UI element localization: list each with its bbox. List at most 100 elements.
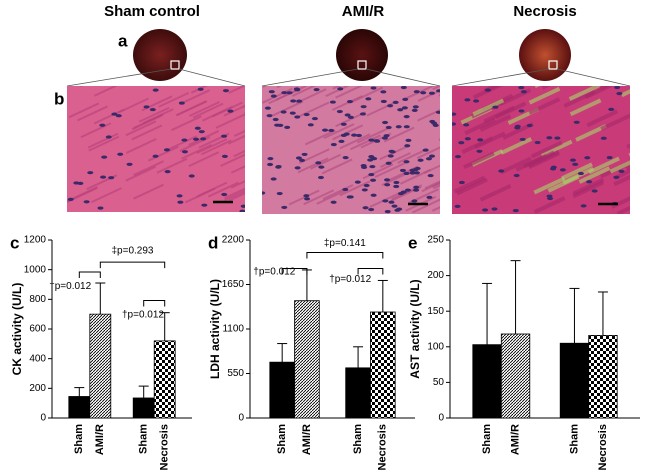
nucleus [373, 139, 380, 143]
fiber [383, 126, 415, 143]
nucleus [67, 197, 74, 202]
nucleus [371, 157, 378, 161]
fiber [453, 175, 486, 194]
y-tick-label: 600 [29, 324, 46, 335]
annotation: ‡p=0.141 [324, 238, 366, 249]
fiber [272, 100, 304, 117]
nucleus [318, 165, 325, 169]
fiber [339, 180, 371, 197]
nucleus [436, 89, 440, 93]
nucleus [315, 161, 322, 165]
nucleus [498, 169, 505, 173]
fiber [188, 151, 220, 168]
bar [559, 342, 590, 419]
fiber [68, 102, 100, 119]
nucleus [97, 206, 104, 210]
y-axis-label: LDH activity (U/L) [208, 279, 222, 379]
bar [89, 313, 112, 419]
fiber [80, 86, 84, 88]
fiber [417, 109, 440, 122]
nucleus [534, 140, 541, 145]
nucleus [354, 180, 361, 184]
nucleus [338, 139, 345, 143]
nucleus [294, 166, 301, 170]
fiber [472, 98, 505, 117]
nucleus [280, 110, 287, 114]
nucleus [284, 125, 291, 129]
x-tick-label: Necrosis [377, 424, 389, 470]
nucleus [368, 172, 375, 177]
x-tick-label: Sham [352, 424, 364, 454]
nucleus [518, 86, 525, 90]
annotation: ‡p=0.293 [112, 245, 154, 256]
bar [294, 300, 320, 419]
nucleus [403, 125, 410, 129]
fiber [125, 138, 157, 154]
nucleus [513, 173, 520, 178]
bracket [357, 267, 384, 275]
fiber [533, 176, 566, 195]
hearts [66, 29, 631, 87]
nucleus [411, 199, 418, 203]
nucleus [402, 97, 409, 101]
nucleus [344, 113, 351, 117]
panel-label: d [208, 233, 218, 252]
error-bar [482, 282, 493, 345]
nucleus [458, 141, 465, 145]
fiber [227, 134, 245, 145]
nucleus [380, 90, 387, 94]
y-tick-label: 1200 [24, 235, 47, 246]
x-tick-label: Necrosis [597, 424, 609, 470]
nucleus [198, 130, 205, 134]
fiber [533, 196, 566, 214]
fiber [224, 189, 245, 202]
fiber [208, 181, 239, 198]
panel-label: a [118, 31, 128, 50]
significance-bracket [143, 300, 166, 307]
fiber [613, 174, 630, 187]
y-tick-label: 0 [438, 413, 444, 424]
annotation: †p=0.012 [49, 281, 91, 292]
fiber [461, 136, 494, 154]
fiber [297, 157, 329, 174]
nucleus [519, 137, 526, 142]
nucleus [262, 191, 266, 195]
fiber [93, 86, 118, 97]
nucleus [311, 116, 318, 121]
y-tick-label: 0 [40, 413, 46, 424]
nucleus [227, 109, 234, 113]
nucleus [152, 154, 159, 158]
nucleus [363, 183, 370, 188]
fiber [379, 152, 411, 168]
fiber [599, 86, 611, 91]
nucleus [492, 105, 499, 109]
error-bar [301, 269, 312, 301]
fiber [77, 105, 108, 122]
panel-label: b [54, 89, 64, 108]
fiber [215, 113, 245, 129]
nucleus [163, 148, 170, 152]
nucleus [101, 155, 108, 159]
fiber [332, 124, 364, 141]
nucleus [512, 208, 519, 213]
error-bar [74, 387, 85, 397]
x-tick-label: AMI/R [509, 424, 521, 455]
nucleus [389, 150, 396, 154]
nucleus [387, 104, 394, 108]
fiber [228, 86, 245, 94]
nucleus [188, 174, 195, 178]
nucleus [586, 180, 593, 184]
nucleus [77, 181, 84, 185]
nucleus [569, 158, 576, 162]
nucleus [200, 137, 207, 141]
nucleus [221, 154, 228, 159]
x-tick-label: Sham [276, 424, 288, 454]
fiber [179, 89, 210, 106]
nucleus [391, 204, 398, 208]
nucleus [347, 115, 354, 119]
nucleus [108, 176, 115, 180]
nucleus [342, 156, 349, 160]
nucleus [177, 200, 184, 204]
bar [345, 367, 371, 419]
fiber [291, 86, 317, 97]
